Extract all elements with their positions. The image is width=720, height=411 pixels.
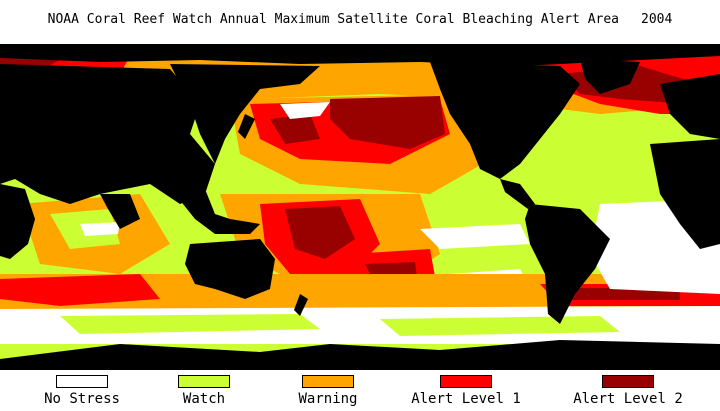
landmass-north-america [430,62,580,179]
landmass-greenland [580,59,640,94]
landmass-south-america [525,204,610,324]
legend-swatch-alert-2 [602,375,654,388]
legend-swatch-alert-1 [440,375,492,388]
landmass-east-asia [170,64,320,164]
map-title: NOAA Coral Reef Watch Annual Maximum Sat… [0,12,720,27]
landmass-central-america [500,179,535,209]
west-pacific-alert2 [285,206,355,259]
landmass-india [100,194,140,229]
title-text: NOAA Coral Reef Watch Annual Maximum Sat… [47,12,620,27]
landmass-africa-west [650,139,720,249]
north-pacific-alert2-a [330,96,445,149]
title-year: 2004 [641,12,673,27]
legend-item-alert-2: Alert Level 2 [568,375,688,407]
landmass-antarctica [0,340,720,370]
north-pacific-alert2-b [270,114,320,144]
east-pacific-white-1 [420,224,530,249]
legend-label-no-stress: No Stress [44,391,120,407]
landmass-eurasia-west [0,64,215,204]
landmass-se-asia [175,189,260,234]
southern-alert-band-w [0,274,160,306]
legend: No Stress Watch Warning Alert Level 1 Al… [0,375,720,411]
arctic-land-top [0,44,720,66]
legend-label-alert-1: Alert Level 1 [411,391,521,407]
legend-label-warning: Warning [298,391,358,407]
landmass-new-zealand [294,294,308,316]
indian-ocean-white [80,222,120,236]
landmass-europe [660,74,720,139]
legend-item-warning: Warning [268,375,388,407]
world-map [0,44,720,370]
legend-item-alert-1: Alert Level 1 [406,375,526,407]
legend-swatch-warning [302,375,354,388]
legend-swatch-no-stress [56,375,108,388]
landmass-africa-east [0,184,35,259]
north-pacific-white [280,102,330,119]
legend-swatch-watch [178,375,230,388]
landmass-australia [185,239,275,299]
southern-alert2-e [560,288,680,300]
alert-map-svg [0,44,720,370]
legend-item-watch: Watch [144,375,264,407]
landmass-japan [238,114,255,139]
legend-item-no-stress: No Stress [22,375,142,407]
southern-watch-streaks [60,314,320,334]
legend-label-alert-2: Alert Level 2 [573,391,683,407]
legend-label-watch: Watch [182,391,226,407]
